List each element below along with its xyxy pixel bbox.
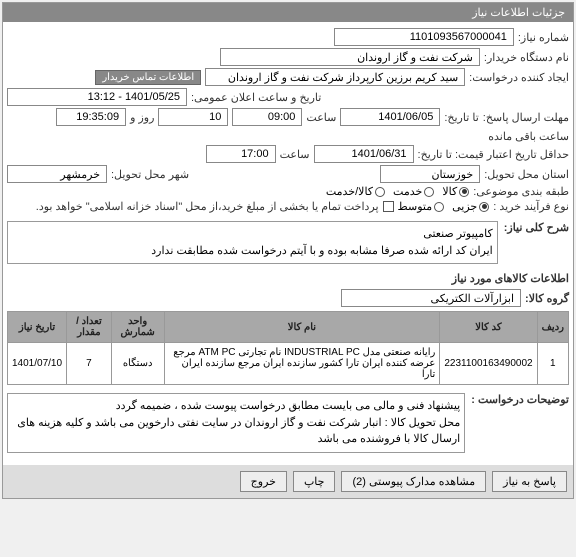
req-desc-label: توضیحات درخواست : — [471, 389, 569, 406]
radio-service-label: خدمت — [393, 185, 422, 198]
cell-code: 2231100163490002 — [440, 343, 537, 385]
row-classification: طبقه بندی موضوعی: کالا خدمت کالا/خدمت — [7, 185, 569, 198]
radio-mid[interactable]: متوسط — [398, 200, 445, 213]
col-date: تاریخ نیاز — [8, 312, 67, 343]
row-pub-datetime: تاریخ و ساعت اعلان عمومی: 1401/05/25 - 1… — [7, 88, 569, 106]
radio-kala-label: کالا — [442, 185, 457, 198]
remain-time-field: 19:35:09 — [56, 108, 126, 126]
class-label: طبقه بندی موضوعی: — [473, 185, 569, 198]
req-desc: توضیحات درخواست : پیشنهاد فنی و مالی می … — [7, 389, 569, 457]
radio-small-label: جزیی — [452, 200, 477, 213]
deadline-to-label: تا تاریخ: — [444, 111, 478, 124]
desc-need: شرح کلی نیاز: کامپیوتر صنعتی ایران کد ار… — [7, 217, 569, 268]
row-location: استان محل تحویل: خوزستان شهر محل تحویل: … — [7, 165, 569, 183]
requester-label: ایجاد کننده درخواست: — [469, 71, 569, 84]
remain-label: ساعت باقی مانده — [488, 130, 569, 143]
table-row: 1 2231100163490002 رایانه صنعتی مدل INDU… — [8, 343, 569, 385]
need-no-field: 1101093567000041 — [334, 28, 514, 46]
respond-button[interactable]: پاسخ به نیاز — [492, 471, 567, 492]
cell-name: رایانه صنعتی مدل INDUSTRIAL PC نام تجارت… — [164, 343, 440, 385]
radio-dot-checked-icon — [459, 187, 469, 197]
pub-datetime-label: تاریخ و ساعت اعلان عمومی: — [191, 91, 321, 104]
radio-both[interactable]: کالا/خدمت — [326, 185, 385, 198]
need-no-label: شماره نیاز: — [518, 31, 569, 44]
row-buy-type: نوع فرآیند خرید : جزیی متوسط پرداخت تمام… — [7, 200, 569, 213]
row-min-valid: حداقل تاریخ اعتبار قیمت: تا تاریخ: 1401/… — [7, 145, 569, 163]
radio-dot-icon — [434, 202, 444, 212]
main-panel: جزئیات اطلاعات نیاز شماره نیاز: 11010935… — [2, 2, 574, 499]
row-need-no: شماره نیاز: 1101093567000041 — [7, 28, 569, 46]
attachments-button[interactable]: مشاهده مدارک پیوستی (2) — [341, 471, 486, 492]
time-label-2: ساعت — [280, 148, 310, 161]
radio-dot-icon — [375, 187, 385, 197]
col-name: نام کالا — [164, 312, 440, 343]
buy-note: پرداخت تمام یا بخشی از مبلغ خرید،از محل … — [36, 200, 379, 213]
col-row: ردیف — [537, 312, 568, 343]
city-field: خرمشهر — [7, 165, 107, 183]
deadline-date-field: 1401/06/05 — [340, 108, 440, 126]
radio-dot-icon — [424, 187, 434, 197]
deadline-time-field: 09:00 — [232, 108, 302, 126]
province-label: استان محل تحویل: — [484, 168, 569, 181]
radio-service[interactable]: خدمت — [393, 185, 434, 198]
panel-title: جزئیات اطلاعات نیاز — [3, 3, 573, 22]
cell-unit: دستگاه — [111, 343, 164, 385]
treasury-checkbox[interactable] — [383, 201, 394, 212]
cell-row: 1 — [537, 343, 568, 385]
exit-button[interactable]: خروج — [240, 471, 287, 492]
radio-mid-label: متوسط — [398, 200, 433, 213]
contact-button[interactable]: اطلاعات تماس خریدار — [95, 70, 201, 85]
req-desc-box: پیشنهاد فنی و مالی می بایست مطابق درخواس… — [7, 393, 465, 453]
section-label: اطلاعات کالاهای مورد نیاز — [7, 272, 569, 285]
cell-date: 1401/07/10 — [8, 343, 67, 385]
min-date-field: 1401/06/31 — [314, 145, 414, 163]
days-field: 10 — [158, 108, 228, 126]
pub-datetime-field: 1401/05/25 - 13:12 — [7, 88, 187, 106]
col-code: کد کالا — [440, 312, 537, 343]
radio-both-label: کالا/خدمت — [326, 185, 373, 198]
row-requester: ایجاد کننده درخواست: سید کریم برزین کارپ… — [7, 68, 569, 86]
city-label: شهر محل تحویل: — [111, 168, 189, 181]
items-table: ردیف کد کالا نام کالا واحد شمارش تعداد /… — [7, 311, 569, 385]
group-field: ابزارآلات الکتریکی — [341, 289, 521, 307]
footer: پاسخ به نیاز مشاهده مدارک پیوستی (2) چاپ… — [3, 465, 573, 498]
col-unit: واحد شمارش — [111, 312, 164, 343]
province-field: خوزستان — [380, 165, 480, 183]
col-qty: تعداد / مقدار — [67, 312, 112, 343]
group-label: گروه کالا: — [525, 292, 569, 305]
row-device: نام دستگاه خریدار: شرکت نفت و گاز اروندا… — [7, 48, 569, 66]
min-time-field: 17:00 — [206, 145, 276, 163]
row-group: گروه کالا: ابزارآلات الکتریکی — [7, 289, 569, 307]
row-deadline: مهلت ارسال پاسخ: تا تاریخ: 1401/06/05 سا… — [7, 108, 569, 143]
table-header-row: ردیف کد کالا نام کالا واحد شمارش تعداد /… — [8, 312, 569, 343]
desc-title-box: کامپیوتر صنعتی ایران کد ارائه شده صرفا م… — [7, 221, 498, 264]
time-label-1: ساعت — [306, 111, 336, 124]
buy-type-label: نوع فرآیند خرید : — [493, 200, 569, 213]
min-label: حداقل تاریخ اعتبار قیمت: تا تاریخ: — [418, 148, 569, 161]
days-label: روز و — [130, 111, 154, 124]
radio-small[interactable]: جزیی — [452, 200, 489, 213]
panel-body: شماره نیاز: 1101093567000041 نام دستگاه … — [3, 22, 573, 465]
device-field: شرکت نفت و گاز اروندان — [220, 48, 480, 66]
print-button[interactable]: چاپ — [293, 471, 336, 492]
desc-title-label: شرح کلی نیاز: — [504, 217, 569, 234]
deadline-label: مهلت ارسال پاسخ: — [483, 111, 569, 124]
device-label: نام دستگاه خریدار: — [484, 51, 569, 64]
radio-kala[interactable]: کالا — [442, 185, 469, 198]
requester-field: سید کریم برزین کارپرداز شرکت نفت و گاز ا… — [205, 68, 465, 86]
radio-dot-checked-icon — [479, 202, 489, 212]
cell-qty: 7 — [67, 343, 112, 385]
